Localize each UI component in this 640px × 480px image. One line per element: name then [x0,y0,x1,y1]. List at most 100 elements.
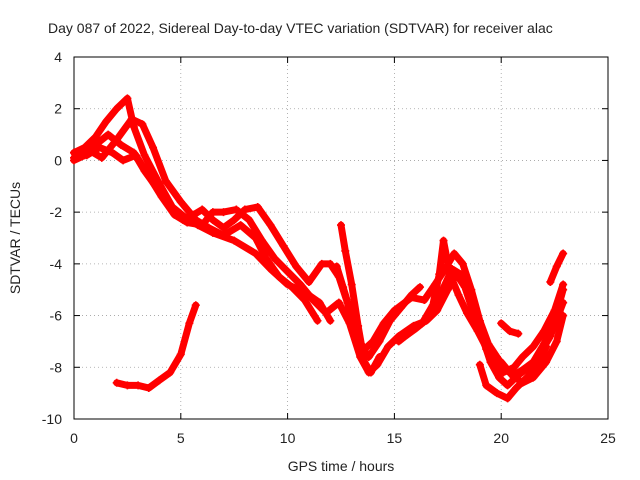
series-line [113,301,200,392]
y-tick-label: -6 [50,308,63,324]
data-point [375,337,384,346]
data-point [539,327,548,336]
data-point [166,368,175,377]
data-point [492,389,501,398]
data-point [505,327,514,336]
data-point [70,153,78,162]
data-point [552,337,561,346]
data-point [375,352,384,361]
data-point [91,133,100,142]
data-point [112,378,121,387]
x-tick-label: 15 [387,430,403,446]
data-point [495,373,504,382]
data-point [503,381,512,390]
data-point [503,394,512,403]
data-point [337,221,345,230]
data-point [529,342,538,351]
data-point [450,249,459,258]
data-point [262,254,271,263]
axis-ticks: 0 5 10 15 20 25 -10 -8 -6 -4 -2 0 2 4 [42,49,616,446]
chart-title: Day 087 of 2022, Sidereal Day-to-day VTE… [48,20,553,36]
series-track-i [475,342,551,403]
data-point [559,280,568,289]
plot-frame [73,56,609,420]
data-point [236,221,245,230]
data-point [232,205,241,214]
data-point [191,301,200,310]
data-point [334,298,343,307]
data-point [219,223,228,232]
data-point [170,210,179,219]
data-point [552,262,561,271]
data-point [533,363,542,372]
series-track-l [112,301,200,392]
data-point [454,290,463,299]
data-point [283,267,292,276]
data-point [546,332,555,341]
series-line [476,343,550,402]
data-point [204,223,213,232]
series-track-h [401,265,568,377]
series-line [333,262,424,361]
series-track-e [332,262,425,361]
data-point [339,283,348,292]
data-point [347,280,356,289]
data-point [185,319,194,328]
data-point [514,329,523,338]
x-tick-label: 0 [70,430,78,446]
data-point [279,241,288,250]
data-point [341,246,350,255]
data-point [144,171,153,180]
data-point [157,192,166,201]
data-point [176,350,185,359]
data-point [123,381,132,390]
data-point [522,373,531,382]
data-point [245,215,254,224]
data-point [138,120,147,129]
data-point [198,205,207,214]
data-point [309,296,318,305]
data-point [296,280,305,289]
data-point [507,371,516,380]
data-point [497,358,506,367]
x-tick-label: 20 [493,430,509,446]
data-point [354,321,363,330]
data-point [473,319,482,328]
data-point [322,308,331,317]
data-point [292,262,301,271]
data-point [123,94,132,103]
data-point [266,221,275,230]
data-point [176,197,185,206]
data-point [424,314,433,323]
data-point [275,272,284,281]
y-tick-label: 4 [54,49,62,65]
data-point [458,259,467,268]
y-tick-label: 2 [54,101,62,117]
data-point [253,202,262,211]
data-point [559,311,568,320]
data-point [524,363,533,372]
data-point [550,306,559,315]
data-point [510,363,519,372]
data-point [448,265,457,274]
data-point [332,262,341,271]
data-point [546,277,555,286]
data-point [131,151,140,160]
data-point [300,296,309,305]
data-point [383,342,392,351]
y-tick-label: -10 [42,411,62,427]
y-tick-label: -8 [50,359,63,375]
data-point [208,208,217,217]
data-point [84,146,93,155]
series-track-d [70,115,322,325]
data-point [95,143,104,152]
x-axis-label: GPS time / hours [288,458,395,474]
data-point [456,270,465,279]
x-tick-label: 25 [600,430,616,446]
data-point [439,236,448,245]
gridlines [74,57,608,419]
data-point [360,358,369,367]
data-point [219,231,228,240]
data-point [191,215,200,224]
